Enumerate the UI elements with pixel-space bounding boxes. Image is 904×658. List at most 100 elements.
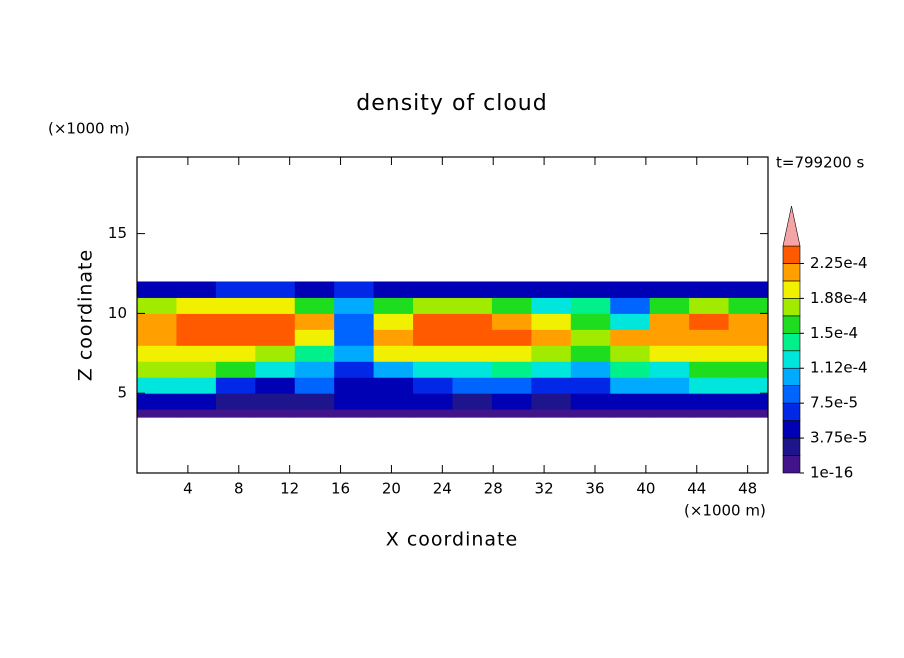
field-cell	[255, 313, 296, 330]
field-cell	[215, 281, 256, 298]
field-cell	[570, 297, 611, 314]
field-cell	[649, 377, 690, 394]
field-cell	[137, 329, 177, 346]
field-cell	[413, 377, 453, 394]
field-cell	[689, 281, 730, 298]
field-cell	[137, 393, 177, 410]
field-cell	[728, 313, 769, 330]
colorbar-tick-label: 1e-16	[810, 464, 853, 482]
field-cell	[452, 361, 493, 378]
field-cell	[531, 361, 572, 378]
colorbar-band	[782, 350, 801, 369]
field-cell	[452, 377, 493, 394]
field-cell	[610, 313, 651, 330]
x-tick-label: 36	[585, 480, 604, 498]
colorbar-band	[782, 455, 801, 474]
field-cell	[176, 361, 217, 378]
field-cell	[334, 297, 375, 314]
field-cell	[294, 313, 335, 330]
field-cell	[176, 281, 217, 298]
field-cell	[255, 329, 296, 346]
field-cell	[649, 329, 690, 346]
field-cell	[452, 409, 493, 418]
field-cell	[373, 361, 414, 378]
y-tick-label: 15	[108, 224, 127, 242]
field-cell	[452, 281, 493, 298]
field-cell	[610, 281, 651, 298]
field-cell	[137, 297, 177, 314]
field-cell	[491, 377, 532, 394]
field-cell	[491, 281, 532, 298]
field-cell	[570, 313, 611, 330]
colorbar-band	[782, 420, 801, 439]
field-cell	[334, 393, 375, 410]
field-cell	[334, 329, 375, 346]
field-cell	[689, 313, 730, 330]
colorbar-band	[782, 280, 801, 299]
field-cell	[373, 297, 414, 314]
field-cell	[137, 281, 177, 298]
field-cell	[728, 297, 769, 314]
field-cell	[215, 409, 256, 418]
field-cell	[373, 281, 414, 298]
x-tick-label: 24	[433, 480, 452, 498]
field-cell	[452, 345, 493, 362]
field-cell	[531, 345, 572, 362]
field-cell	[728, 377, 769, 394]
field-cell	[570, 281, 611, 298]
field-cell	[452, 329, 493, 346]
field-cell	[689, 393, 730, 410]
field-cell	[570, 361, 611, 378]
time-label: t=799200 s	[776, 154, 864, 172]
field-cell	[334, 377, 375, 394]
field-cell	[176, 329, 217, 346]
field-cell	[649, 361, 690, 378]
field-cell	[610, 361, 651, 378]
field-cell	[334, 313, 375, 330]
field-cell	[373, 313, 414, 330]
field-cell	[176, 393, 217, 410]
x-axis-label: X coordinate	[386, 529, 518, 551]
field-cell	[610, 393, 651, 410]
field-cell	[255, 377, 296, 394]
field-cell	[334, 409, 375, 418]
field-cell	[373, 329, 414, 346]
field-cell	[255, 281, 296, 298]
field-cell	[413, 393, 453, 410]
field-cell	[570, 409, 611, 418]
field-cell	[294, 297, 335, 314]
field-cell	[413, 361, 453, 378]
field-cell	[294, 361, 335, 378]
field-cell	[649, 313, 690, 330]
field-cell	[728, 329, 769, 346]
field-cell	[176, 409, 217, 418]
field-cell	[570, 393, 611, 410]
x-tick-label: 28	[484, 480, 503, 498]
field-cell	[215, 377, 256, 394]
y-axis-label: Z coordinate	[75, 249, 97, 381]
field-cell	[728, 393, 769, 410]
colorbar-extend	[782, 205, 801, 247]
field-cell	[334, 361, 375, 378]
field-cell	[570, 377, 611, 394]
field-cell	[689, 361, 730, 378]
field-cell	[255, 297, 296, 314]
field-cell	[689, 329, 730, 346]
field-cell	[649, 345, 690, 362]
field-cell	[610, 345, 651, 362]
field-cell	[728, 409, 769, 418]
field-cell	[610, 329, 651, 346]
colorbar-tick-label: 2.25e-4	[810, 254, 868, 272]
field-cell	[570, 329, 611, 346]
colorbar-band	[782, 245, 801, 264]
field-cell	[413, 345, 453, 362]
field-cell	[610, 377, 651, 394]
field-cell	[570, 345, 611, 362]
field-cell	[649, 297, 690, 314]
x-tick-label: 4	[183, 480, 193, 498]
field-cell	[531, 329, 572, 346]
field-cell	[491, 297, 532, 314]
field-cell	[294, 393, 335, 410]
field-cell	[649, 281, 690, 298]
